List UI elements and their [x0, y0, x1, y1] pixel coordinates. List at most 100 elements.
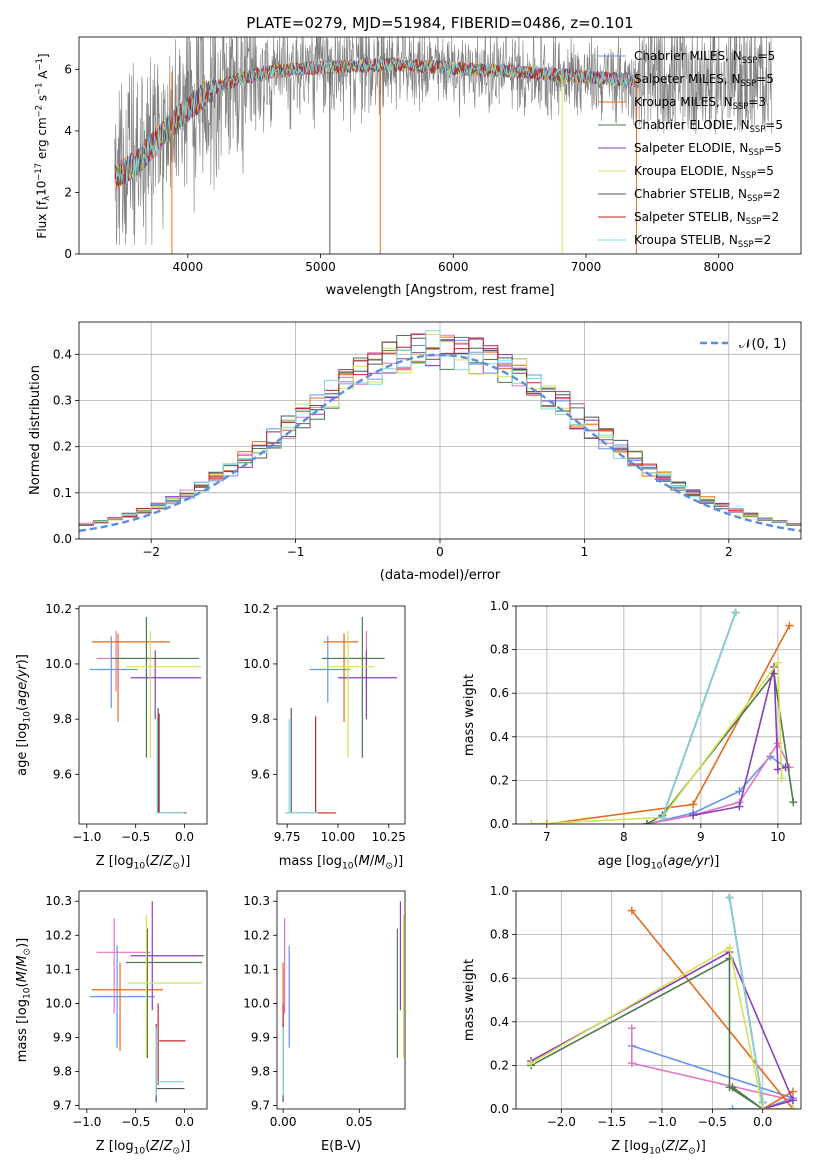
- label-part: Chabrier STELIB, N: [634, 187, 747, 201]
- label-part: /: [15, 966, 30, 971]
- mass-weight-marker-kroupa-elodie: [773, 658, 782, 667]
- label-part: E(B-V): [321, 1139, 361, 1154]
- mass-weight-marker-kroupa-elodie: [527, 1059, 536, 1068]
- label-part: Kroupa MILES, N: [634, 95, 733, 109]
- mass-weight-marker-chabrier-miles: [728, 1105, 737, 1109]
- mass-weight-marker-salpeter-miles: [627, 1059, 636, 1068]
- label-part: ]: [36, 53, 50, 58]
- legend-label: Salpeter ELODIE, NSSP=5: [634, 141, 782, 157]
- x-axis-label: E(B-V): [321, 1139, 361, 1154]
- x-tick-label: 8: [620, 830, 628, 844]
- x-tick-label: 10: [770, 830, 785, 844]
- label-part: Z: [163, 854, 174, 869]
- axes-frame: [276, 605, 406, 825]
- y-axis-label: mass weight: [462, 674, 477, 756]
- label-part: =2: [761, 210, 779, 224]
- mass-weight-marker-kroupa-elodie: [725, 943, 734, 952]
- x-tick-label: 2: [725, 545, 733, 559]
- y-axis-label: age [log10(age/yr)]: [15, 654, 32, 776]
- label-part: (: [662, 854, 667, 869]
- figure-title: PLATE=0279, MJD=51984, FIBERID=0486, z=0…: [246, 14, 633, 32]
- mass-weight-marker-chabrier-elodie: [789, 798, 798, 807]
- x-tick-label: 0.0: [753, 1115, 772, 1129]
- label-part: =5: [757, 49, 775, 63]
- label-part: −1: [34, 58, 44, 70]
- plot-area-age-vs-massweight: [527, 608, 798, 824]
- label-part: ⊙: [173, 1146, 181, 1156]
- label-part: )]: [15, 938, 30, 948]
- data-spectrum-line: [114, 37, 773, 245]
- mass-weight-line-kroupa-elodie: [531, 660, 783, 824]
- label-part: )]: [180, 1139, 190, 1154]
- label-part: SSP: [748, 147, 764, 157]
- y-tick-label: 0.2: [490, 773, 509, 787]
- label-part: age [log: [15, 723, 30, 776]
- x-tick-label: 9.75: [274, 830, 301, 844]
- label-part: ⊙: [385, 861, 393, 871]
- label-part: (: [661, 1139, 666, 1154]
- label-part: (data-model)/error: [380, 568, 501, 583]
- label-part: mass weight: [462, 674, 477, 756]
- x-tick-label: 9: [697, 830, 705, 844]
- label-part: SSP: [742, 55, 758, 65]
- legend-label: Kroupa STELIB, NSSP=2: [634, 233, 771, 249]
- label-part: 10: [22, 711, 32, 723]
- label-part: (: [15, 706, 30, 711]
- legend-label: Chabrier MILES, NSSP=5: [634, 49, 775, 65]
- y-tick-label: 9.8: [251, 1065, 270, 1079]
- label-part: 10: [342, 861, 354, 871]
- label-part: (: [145, 1139, 150, 1154]
- y-tick-label: 0.8: [490, 928, 509, 942]
- label-part: =2: [754, 233, 772, 247]
- label-part: M: [374, 854, 385, 869]
- mass-weight-marker-salpeter-elodie: [689, 811, 698, 820]
- mass-weight-marker-salpeter-miles: [627, 1024, 636, 1033]
- axes-frame: [515, 605, 802, 825]
- label-part: =5: [756, 72, 774, 86]
- mass-weight-marker-kroupa-miles: [542, 820, 551, 824]
- y-tick-label: 10.0: [45, 657, 72, 671]
- label-part: M: [15, 956, 30, 967]
- label-part: s: [36, 95, 50, 105]
- y-tick-label: 9.9: [251, 1030, 270, 1044]
- label-part: Z [log: [96, 854, 134, 869]
- label-part: =5: [765, 118, 783, 132]
- y-tick-label: 4: [64, 124, 72, 138]
- legend-label: Kroupa ELODIE, NSSP=5: [634, 164, 774, 180]
- x-tick-label: 6000: [438, 260, 469, 274]
- x-tick-label: −0.5: [121, 1115, 150, 1129]
- x-tick-label: 7: [543, 830, 551, 844]
- y-tick-label: 9.8: [53, 1065, 72, 1079]
- mass-weight-marker-kroupa-miles: [627, 906, 636, 915]
- y-tick-label: 0.4: [490, 1015, 509, 1029]
- label-part: 10: [134, 861, 146, 871]
- y-tick-label: 9.7: [251, 1099, 270, 1113]
- y-tick-label: 9.6: [251, 767, 270, 781]
- mass-weight-marker-kroupa-stelib: [731, 608, 740, 617]
- y-tick-label: 2: [64, 185, 72, 199]
- label-part: Z: [678, 1139, 689, 1154]
- y-tick-label: 10.2: [45, 928, 72, 942]
- y-axis-label: mass weight: [462, 959, 477, 1041]
- x-tick-label: 0.00: [270, 1115, 297, 1129]
- x-tick-label: −0.5: [698, 1115, 727, 1129]
- label-part: (0, 1): [751, 337, 786, 352]
- label-part: 10: [651, 861, 663, 871]
- plot-area-spectrum: [114, 37, 773, 254]
- x-tick-label: 0.0: [175, 1115, 194, 1129]
- x-axis-label: Z [log10(Z/Z⊙)]: [96, 854, 191, 871]
- y-tick-label: 0.0: [490, 817, 509, 831]
- mass-weight-marker-salpeter-elodie: [773, 765, 782, 774]
- label-part: /: [159, 854, 164, 869]
- axes-spectrum: 4000 5000 6000 7000 8000 0 2 4 6: [64, 36, 802, 274]
- axes-frame: [78, 890, 208, 1110]
- mass-weight-marker-kroupa-elodie: [527, 820, 536, 824]
- label-part: )]: [696, 1139, 706, 1154]
- y-tick-label: 0.1: [53, 486, 72, 500]
- label-part: 10: [649, 1146, 661, 1156]
- mass-weight-marker-salpeter-elodie: [735, 802, 744, 811]
- plot-area-ebv-vs-mass: [282, 901, 405, 1103]
- label-part: (: [145, 854, 150, 869]
- axes-frame: [515, 890, 802, 1110]
- label-part: erg cm: [35, 117, 49, 163]
